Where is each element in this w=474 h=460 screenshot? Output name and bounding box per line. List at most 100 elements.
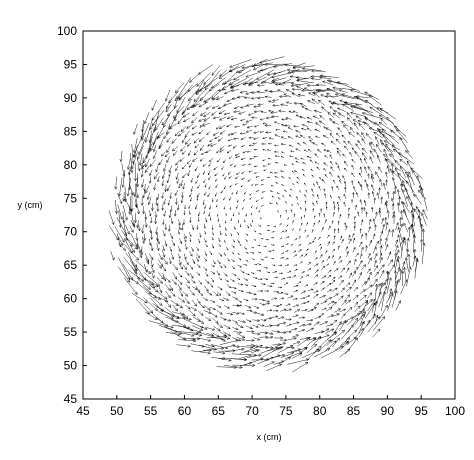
velocity-vector — [211, 111, 217, 116]
velocity-vector — [293, 170, 298, 173]
velocity-vector — [219, 339, 239, 346]
velocity-vector — [410, 224, 416, 244]
velocity-vector — [242, 150, 248, 154]
velocity-vector — [368, 239, 373, 247]
velocity-vector — [387, 293, 394, 311]
velocity-vector — [353, 225, 356, 231]
velocity-vector — [191, 350, 211, 355]
velocity-vector — [325, 201, 328, 207]
velocity-vector — [378, 209, 382, 217]
velocity-vector — [315, 200, 318, 205]
velocity-vector — [353, 313, 361, 318]
velocity-vector — [316, 194, 319, 199]
velocity-vector — [209, 250, 213, 256]
velocity-vector — [302, 142, 307, 145]
velocity-vector — [374, 291, 382, 306]
velocity-vector — [257, 244, 261, 247]
velocity-vector — [345, 286, 352, 292]
velocity-vector — [172, 106, 185, 119]
velocity-vector — [253, 105, 261, 109]
velocity-vector — [214, 172, 219, 177]
velocity-vector — [316, 166, 321, 171]
velocity-vector — [271, 315, 279, 319]
velocity-vector — [340, 313, 346, 319]
velocity-vector — [271, 99, 279, 102]
velocity-vector — [217, 323, 224, 328]
velocity-vector — [343, 101, 363, 106]
velocity-vector — [343, 145, 349, 151]
velocity-vector — [351, 270, 357, 277]
velocity-vector — [402, 183, 409, 192]
velocity-vector — [223, 305, 230, 309]
velocity-vector — [230, 217, 232, 222]
velocity-vector — [291, 334, 300, 338]
velocity-vector — [249, 197, 252, 200]
velocity-vector — [307, 268, 312, 271]
velocity-vector — [285, 101, 293, 105]
velocity-vector — [292, 65, 315, 70]
velocity-vector — [331, 255, 335, 259]
velocity-vector — [325, 328, 335, 334]
velocity-vector — [256, 96, 265, 100]
velocity-vector — [232, 319, 238, 324]
velocity-vector — [151, 110, 165, 127]
velocity-vector — [250, 183, 254, 186]
velocity-vector — [209, 205, 212, 210]
velocity-vector — [371, 206, 374, 213]
velocity-vector — [308, 136, 314, 141]
velocity-vector — [304, 108, 312, 112]
velocity-vector — [169, 284, 174, 292]
velocity-vector — [232, 337, 242, 342]
velocity-vector — [256, 90, 265, 94]
velocity-vector — [121, 169, 126, 188]
velocity-vector — [203, 266, 208, 271]
velocity-vector — [374, 271, 379, 278]
x-tick-label: 70 — [245, 404, 259, 418]
velocity-vector — [358, 320, 365, 334]
x-tick-label: 65 — [212, 404, 226, 418]
velocity-vector — [253, 148, 258, 151]
velocity-vector — [300, 216, 303, 220]
velocity-vector — [376, 154, 381, 163]
velocity-vector — [352, 191, 355, 198]
velocity-vector — [306, 116, 313, 120]
velocity-vector — [365, 244, 368, 252]
velocity-vector — [203, 238, 207, 243]
velocity-vector — [243, 246, 247, 250]
velocity-vector — [143, 183, 147, 192]
velocity-vector — [203, 210, 206, 215]
velocity-vector — [318, 212, 321, 217]
velocity-vector — [210, 277, 215, 283]
velocity-vector — [367, 292, 373, 299]
velocity-vector — [155, 226, 159, 235]
velocity-vector — [345, 225, 348, 231]
velocity-vector — [148, 238, 152, 246]
velocity-vector — [253, 155, 258, 158]
velocity-vector — [308, 92, 315, 97]
velocity-vector — [343, 201, 346, 207]
velocity-vector — [218, 276, 223, 281]
velocity-vector — [265, 317, 273, 320]
velocity-vector — [151, 271, 155, 279]
velocity-vector — [178, 219, 181, 226]
velocity-vector — [271, 297, 278, 300]
velocity-vector — [363, 206, 366, 212]
velocity-vector — [260, 179, 265, 181]
velocity-vector — [209, 157, 214, 163]
velocity-vector — [232, 69, 252, 81]
velocity-vector — [271, 72, 292, 79]
velocity-vector — [421, 228, 425, 245]
velocity-vector — [295, 160, 300, 164]
velocity-vector — [279, 297, 285, 300]
velocity-vector — [272, 304, 280, 308]
velocity-vector — [296, 77, 312, 82]
velocity-vector — [285, 250, 289, 253]
velocity-vector — [189, 237, 192, 243]
velocity-vector — [285, 257, 289, 260]
velocity-vector — [251, 62, 273, 68]
velocity-vector — [212, 317, 219, 324]
velocity-vector — [321, 328, 330, 333]
velocity-vector — [183, 253, 187, 260]
velocity-vector — [330, 102, 353, 106]
velocity-vector — [335, 162, 339, 166]
